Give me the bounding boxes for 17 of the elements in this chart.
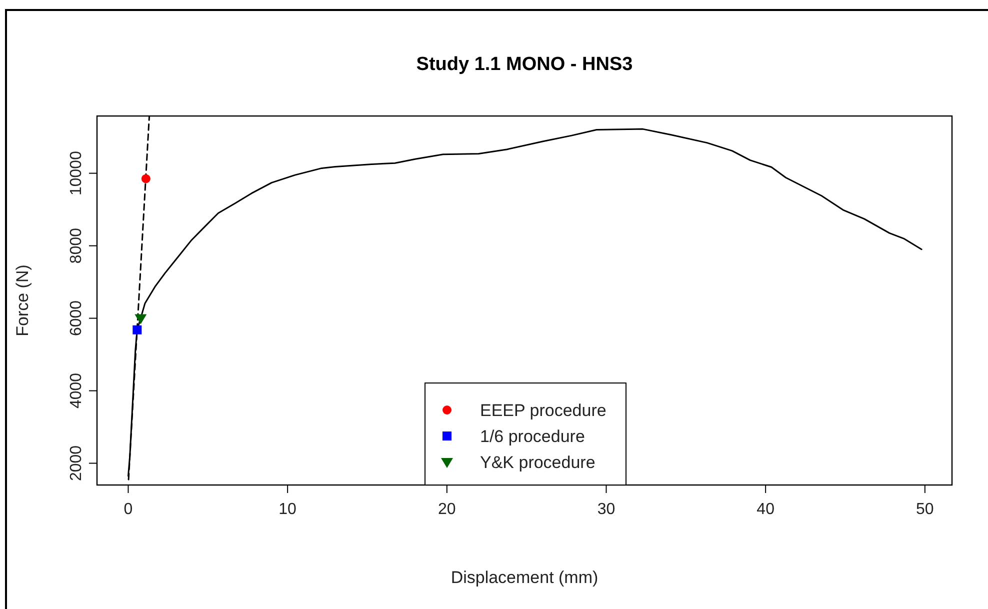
legend-label: 1/6 procedure <box>480 427 585 446</box>
x-tick-label: 40 <box>756 501 775 518</box>
x-tick-label: 10 <box>278 501 297 518</box>
chart-title: Study 1.1 MONO - HNS3 <box>416 54 633 75</box>
x-tick-label: 0 <box>124 501 133 518</box>
y-tick-label: 4000 <box>68 372 85 409</box>
y-axis-title: Force (N) <box>13 264 32 336</box>
y-tick-label: 2000 <box>68 445 85 482</box>
y-tick-label: 8000 <box>68 228 85 264</box>
x-tick-label: 50 <box>916 501 934 518</box>
y-tick-label: 10000 <box>68 150 85 196</box>
x-tick-label: 30 <box>597 501 616 518</box>
y-tick-label: 6000 <box>68 300 85 336</box>
legend-label: EEEP procedure <box>480 401 606 420</box>
legend-label: Y&K procedure <box>480 453 596 472</box>
x-axis-title: Displacement (mm) <box>450 568 598 587</box>
x-tick-label: 20 <box>438 501 456 518</box>
